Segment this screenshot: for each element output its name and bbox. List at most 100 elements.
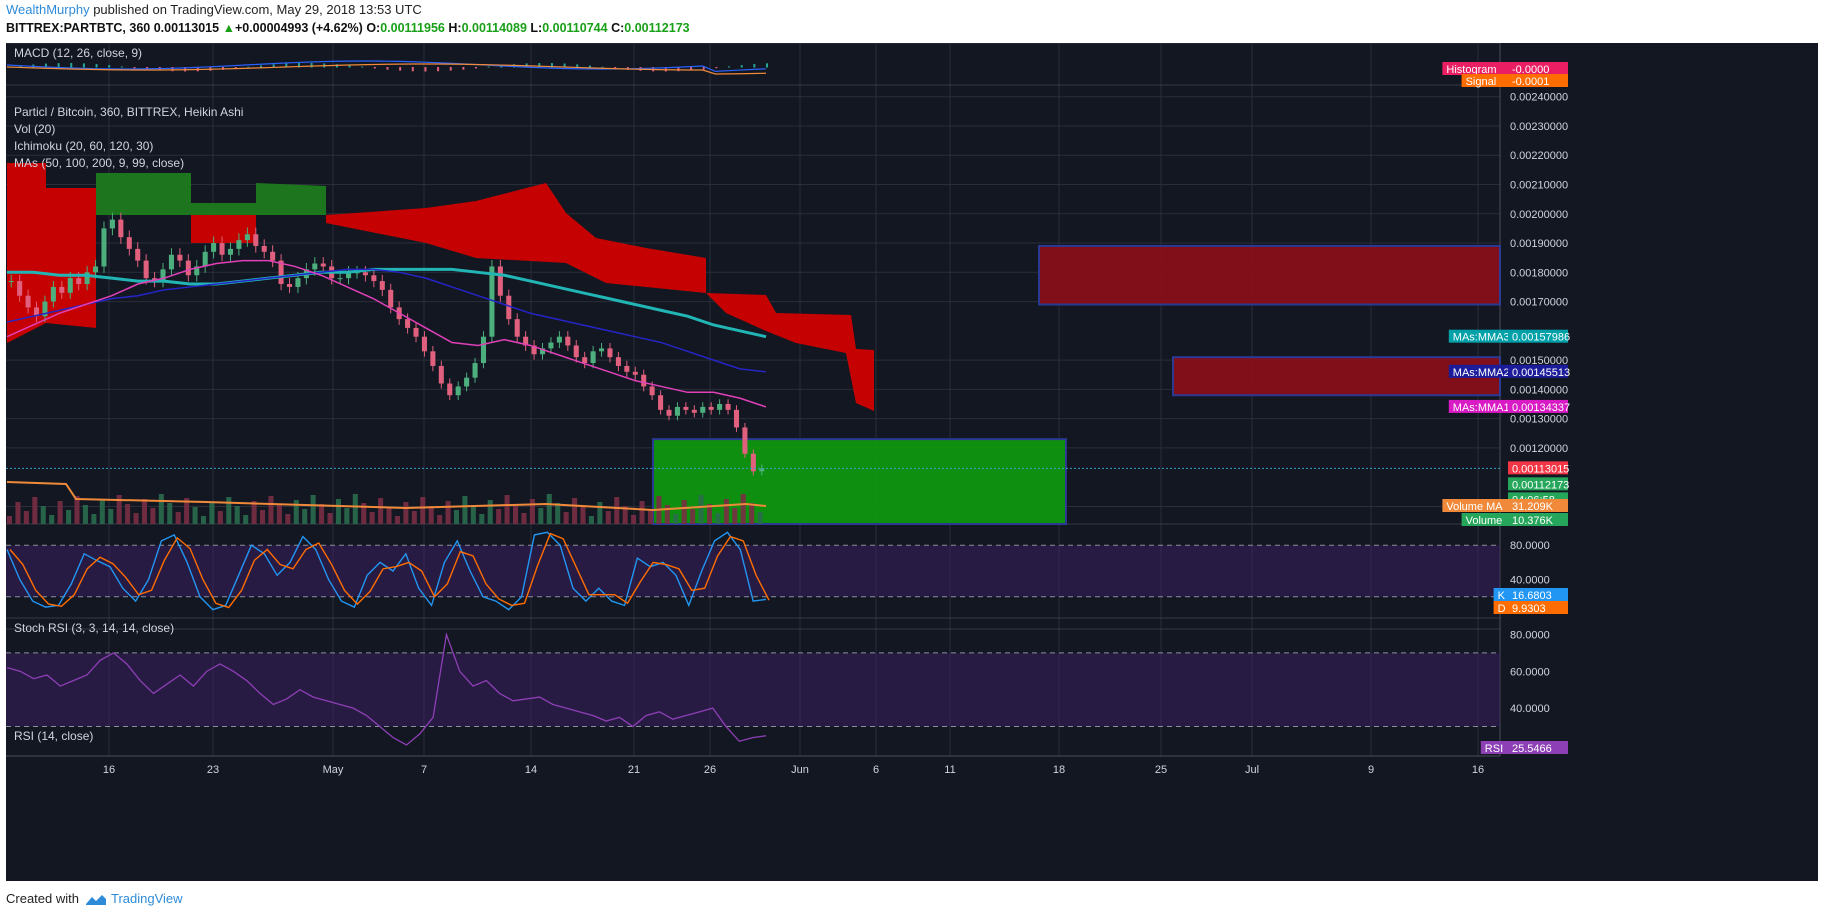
moving-averages: [6, 259, 1500, 469]
volume-bar: [23, 511, 29, 524]
candle-body: [270, 251, 276, 261]
candle-body: [615, 357, 621, 366]
candle-body: [717, 404, 723, 410]
macd-histogram-bar: [538, 63, 541, 68]
macd-histogram-bar: [234, 67, 237, 69]
volume-bar: [378, 498, 384, 524]
volume-bar: [209, 502, 215, 524]
candle-body: [337, 278, 343, 280]
candle-body: [632, 371, 638, 375]
macd-histogram-bar: [715, 67, 718, 69]
volume-bar: [386, 507, 392, 524]
time-tick-label: 16: [103, 764, 115, 776]
volume-badge-value: 10.376K: [1512, 515, 1554, 527]
ma-badge-1-value-bg: [1508, 329, 1568, 343]
volume-bar: [572, 498, 578, 524]
macd-histogram-bar: [487, 66, 490, 68]
candle-body: [135, 248, 141, 261]
macd-pane: [6, 60, 768, 75]
time-tick-label: 26: [704, 764, 716, 776]
macd-histogram-bar: [437, 67, 440, 72]
zones-layer: [652, 244, 1501, 526]
open-value: 0.00111956: [380, 21, 445, 35]
macd-histogram-bar: [70, 63, 73, 68]
candle-body: [67, 278, 73, 293]
candle-body: [405, 319, 411, 328]
volume-bar: [445, 501, 451, 524]
volume-bar: [158, 494, 164, 524]
macd-histogram-bar: [411, 67, 414, 72]
volume-bar: [614, 497, 620, 524]
ma-badge-2-label: MAs:MMA2: [1453, 367, 1510, 379]
candle-body: [362, 272, 368, 276]
rsi-badge-value-bg: [1508, 741, 1568, 754]
close-price-badge-value: 0.00112173: [1512, 479, 1569, 491]
macd-histogram-bar: [690, 67, 693, 71]
candle-body: [84, 272, 90, 285]
candle-body: [683, 406, 689, 410]
volume-bar: [260, 510, 266, 524]
candle-body: [295, 278, 301, 287]
price-tick-label: 0.00180000: [1510, 267, 1568, 279]
macd-signal-label: Signal: [1466, 76, 1497, 88]
candle-body: [118, 219, 124, 238]
time-tick-label: 14: [525, 764, 537, 776]
candle-body: [50, 286, 56, 302]
tradingview-link[interactable]: TradingView: [110, 891, 183, 906]
stoch-tick-label: 80.0000: [1510, 540, 1550, 552]
macd-histogram-bar: [285, 63, 288, 68]
chart-canvas[interactable]: 0.00240000 0.00230000 0.00220000 0.00210000…: [6, 43, 1818, 881]
candle-body: [346, 272, 352, 279]
time-tick-label: Jul: [1245, 764, 1259, 776]
time-tick-label: Jun: [791, 764, 809, 776]
volume-bar: [732, 508, 738, 524]
candle-body: [759, 468, 765, 472]
change-value: +0.00004993 (+4.62%): [234, 21, 363, 35]
candle-body: [312, 263, 318, 270]
candle-body: [565, 336, 571, 346]
volume-ma-line: [6, 481, 767, 512]
volume-bar: [521, 513, 527, 524]
volume-bar: [706, 504, 713, 524]
volume-bar: [749, 503, 755, 524]
chart-title: Particl / Bitcoin, 360, BITTREX, Heikin …: [14, 105, 243, 119]
volume-bar: [327, 513, 333, 524]
volume-bar: [513, 504, 519, 524]
candle-body: [59, 286, 65, 293]
candle-body: [641, 374, 647, 387]
candle-body: [506, 295, 512, 320]
volume-bar: [74, 496, 80, 524]
candle-body: [286, 284, 293, 287]
price-tick-label: 0.00130000: [1510, 414, 1568, 426]
macd-histogram-bar: [57, 63, 60, 68]
macd-histogram-bar: [766, 63, 768, 68]
volume-bar: [141, 499, 147, 524]
volume-bar: [681, 500, 687, 524]
publish-header: WealthMurphy published on TradingView.co…: [6, 2, 422, 17]
candle-body: [531, 345, 537, 355]
time-tick-label: 18: [1053, 764, 1065, 776]
volume-bar: [538, 508, 544, 524]
volume-bar: [664, 505, 670, 524]
author-link[interactable]: WealthMurphy: [6, 2, 90, 17]
volume-bar: [690, 509, 696, 524]
candle-body: [489, 266, 495, 337]
zone-resistance-lower: [1172, 356, 1501, 397]
volume-bar: [647, 510, 653, 524]
price-tick-label: 0.00120000: [1510, 443, 1568, 455]
candle-body: [42, 301, 48, 317]
candle-body: [211, 243, 217, 252]
time-tick-label: 23: [207, 764, 219, 776]
ma-badge-3-value-bg: [1508, 399, 1568, 413]
volume-bar: [597, 502, 603, 524]
volume-bar: [352, 494, 358, 524]
stoch-rsi-pane: [6, 531, 1500, 611]
volume-ma-badge-label-bg: [1442, 499, 1508, 512]
zone-resistance-upper: [1038, 244, 1501, 306]
volume-bar: [631, 515, 637, 524]
rsi-badge-label-bg: [1480, 741, 1508, 754]
volume-layer: [6, 481, 767, 524]
volume-bar: [470, 505, 476, 524]
macd-histogram-bar: [677, 67, 680, 72]
time-tick-label: 21: [628, 764, 640, 776]
